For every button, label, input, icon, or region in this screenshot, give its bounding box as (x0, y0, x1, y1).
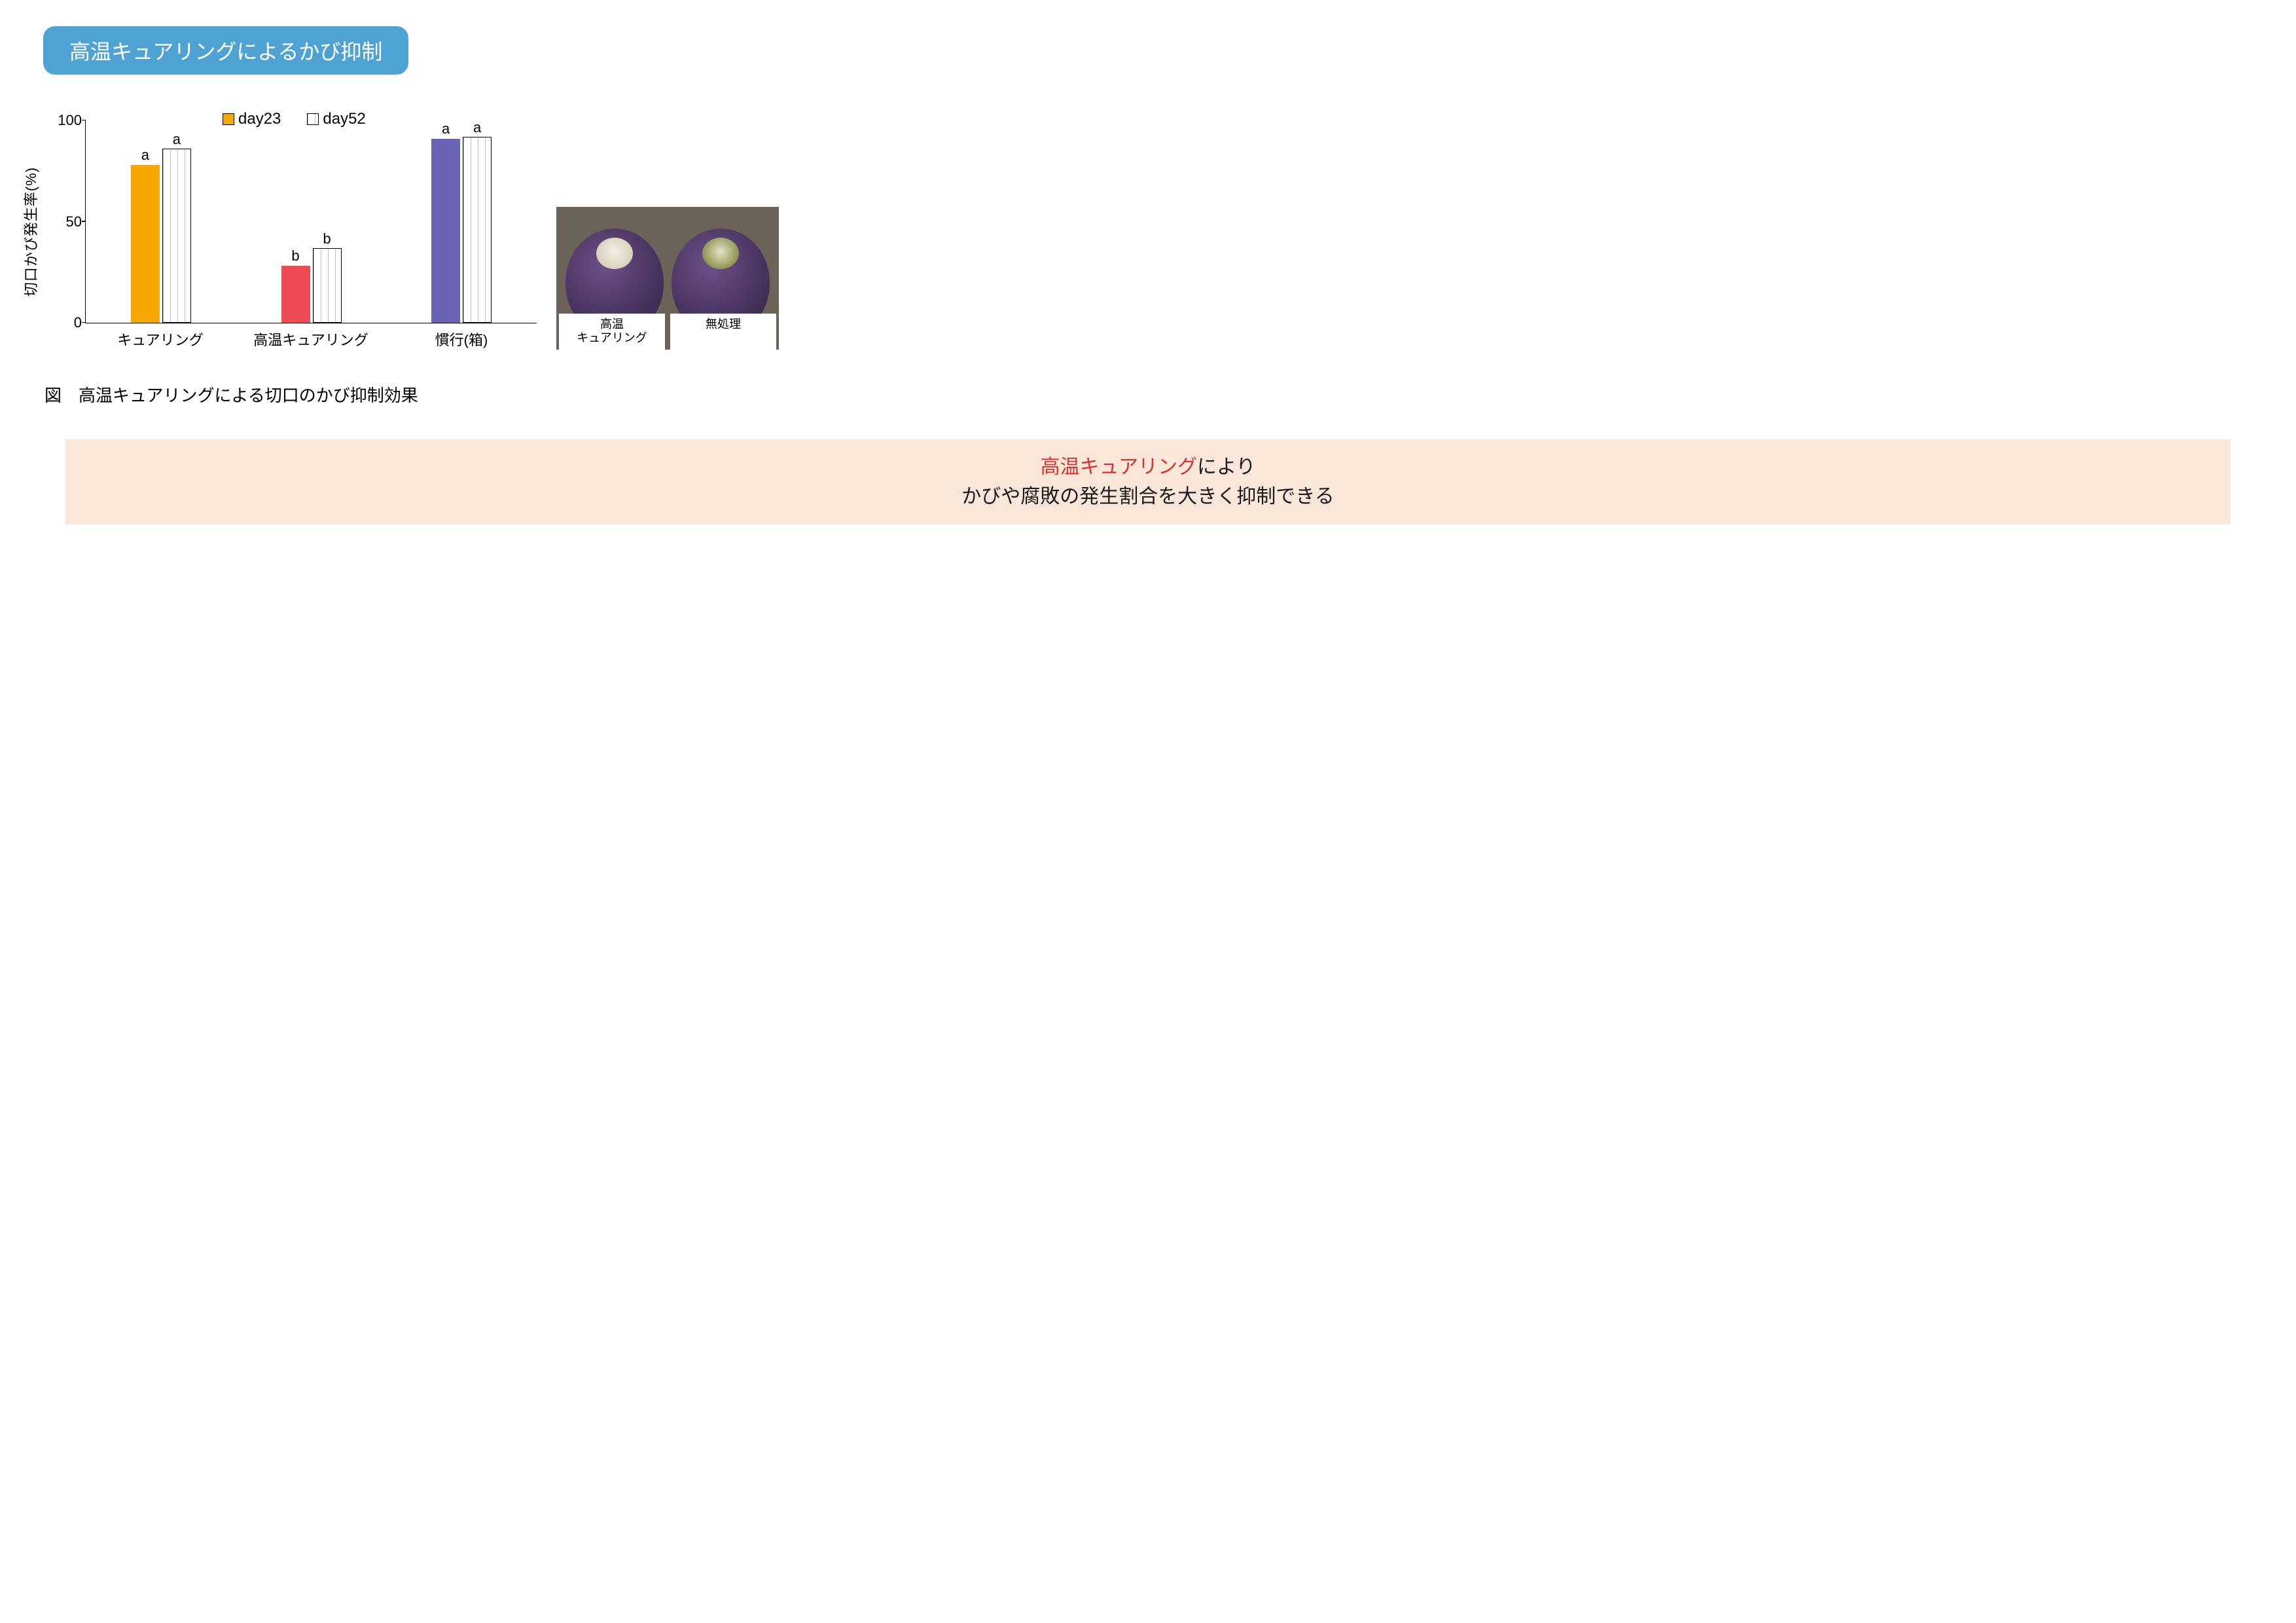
ytick-mark (82, 322, 86, 323)
bar-significance-letter: a (173, 131, 181, 148)
tuber-cut-surface (596, 238, 633, 269)
bar: b (281, 266, 310, 323)
bar-significance-letter: b (323, 230, 331, 247)
bar-significance-letter: a (442, 120, 450, 137)
xlabel: 慣行(箱) (386, 325, 537, 350)
chart-ylabel: 切口かび発生率(%) (20, 167, 41, 297)
bar-significance-letter: a (473, 119, 481, 136)
bar: a (162, 149, 191, 323)
tuber-cut-surface (702, 238, 739, 269)
ytick-label: 50 (53, 213, 82, 230)
chart-plot-area: aabbaa 050100 (85, 120, 537, 323)
photo-frame: 高温キュアリング無処理 (556, 207, 779, 350)
figure-caption: 図 高温キュアリングによる切口のかび抑制効果 (45, 382, 2257, 407)
mold-rate-chart: 切口かび発生率(%) day23 day52 aabbaa 050100 キュア… (39, 114, 537, 350)
bar-group: aa (86, 120, 236, 323)
photo-caption: 無処理 (670, 314, 776, 350)
chart-xlabels: キュアリング高温キュアリング慣行(箱) (85, 325, 537, 350)
bar: b (313, 248, 342, 323)
photo-caption: 高温キュアリング (559, 314, 665, 350)
bar-group: bb (236, 120, 387, 323)
conclusion-line2: かびや腐敗の発生割合を大きく抑制できる (961, 486, 1334, 507)
ytick-label: 100 (53, 112, 82, 129)
bar-group: aa (386, 120, 537, 323)
xlabel: キュアリング (85, 325, 236, 350)
bar-significance-letter: a (141, 147, 149, 164)
ytick-mark (82, 120, 86, 121)
bar: a (431, 139, 460, 323)
page-title-badge: 高温キュアリングによるかび抑制 (43, 26, 408, 75)
ytick-label: 0 (53, 314, 82, 331)
bar: a (131, 165, 160, 323)
ytick-mark (82, 221, 86, 222)
bar: a (463, 137, 492, 323)
conclusion-highlight: 高温キュアリング (1041, 456, 1197, 478)
photo-captions: 高温キュアリング無処理 (556, 314, 779, 350)
xlabel: 高温キュアリング (236, 325, 386, 350)
chart-bar-groups: aabbaa (86, 120, 537, 323)
conclusion-line1-rest: により (1197, 456, 1255, 478)
comparison-photo: 高温キュアリング無処理 (556, 207, 779, 350)
bar-significance-letter: b (291, 247, 299, 264)
conclusion-box: 高温キュアリングにより かびや腐敗の発生割合を大きく抑制できる (65, 439, 2231, 524)
content-row: 切口かび発生率(%) day23 day52 aabbaa 050100 キュア… (39, 114, 2257, 350)
